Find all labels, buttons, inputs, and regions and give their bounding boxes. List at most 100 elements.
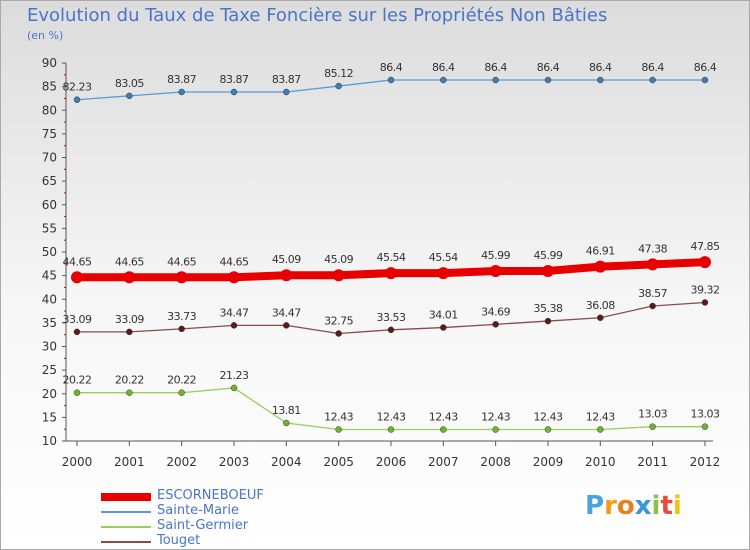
data-label-escorneboeuf: 45.09 (324, 253, 353, 266)
data-label-saint-germier: 21.23 (219, 369, 248, 382)
y-tick-label: 15 (42, 410, 57, 424)
data-label-escorneboeuf: 44.65 (167, 255, 196, 268)
y-tick-label: 10 (42, 434, 57, 448)
data-point-sainte-marie (126, 92, 133, 100)
logo-letter: i (651, 491, 661, 521)
y-tick-label: 55 (42, 221, 57, 235)
data-label-sainte-marie: 86.4 (694, 61, 717, 74)
data-label-saint-germier: 12.43 (429, 411, 458, 424)
data-point-saint-germier (701, 423, 709, 430)
data-point-sainte-marie (178, 88, 185, 96)
data-point-sainte-marie (492, 76, 499, 84)
y-tick-label: 85 (42, 80, 57, 94)
data-label-touget: 33.09 (115, 313, 144, 326)
legend-label: ESCORNEBOEUF (157, 488, 264, 503)
x-tick-label: 2006 (376, 455, 407, 469)
legend-swatch-sainte-marie (101, 511, 151, 513)
data-label-escorneboeuf: 45.99 (533, 249, 562, 262)
data-label-saint-germier: 12.43 (533, 411, 562, 424)
data-point-touget (230, 322, 238, 329)
data-point-escorneboeuf (437, 267, 450, 280)
logo-letter: x (634, 491, 652, 521)
y-tick-label: 70 (42, 151, 57, 165)
data-point-touget (597, 314, 604, 322)
data-label-touget: 33.73 (167, 310, 196, 323)
legend-item-saint-germier[interactable]: Saint-Germier (101, 518, 361, 534)
data-point-saint-germier (544, 426, 552, 433)
data-label-touget: 34.69 (481, 305, 510, 318)
x-tick-label: 2004 (271, 455, 302, 469)
y-tick-label: 60 (42, 198, 57, 212)
data-point-touget (126, 328, 133, 336)
data-label-saint-germier: 12.43 (481, 411, 510, 424)
legend-item-touget[interactable]: Touget (101, 533, 361, 549)
data-point-saint-germier (178, 389, 185, 396)
data-label-escorneboeuf: 47.38 (638, 242, 667, 255)
x-tick-label: 2005 (323, 455, 354, 469)
legend-label: Touget (157, 533, 201, 548)
data-point-escorneboeuf (594, 260, 607, 273)
data-label-escorneboeuf: 46.91 (586, 245, 615, 258)
y-tick-label: 75 (42, 127, 57, 141)
legend-item-escorneboeuf[interactable]: ESCORNEBOEUF (101, 488, 361, 504)
x-tick-label: 2009 (533, 455, 564, 469)
data-point-touget (178, 325, 185, 333)
data-point-sainte-marie (440, 76, 447, 84)
data-point-sainte-marie (335, 82, 342, 90)
data-point-escorneboeuf (332, 269, 345, 282)
logo-letter: P (585, 491, 605, 521)
data-point-touget (701, 299, 709, 306)
data-point-sainte-marie (387, 76, 395, 84)
y-tick-label: 35 (42, 316, 57, 330)
y-tick-label: 20 (42, 387, 57, 401)
data-point-sainte-marie (283, 88, 290, 96)
data-point-sainte-marie (597, 76, 604, 84)
y-tick-label: 90 (42, 56, 57, 70)
data-point-escorneboeuf (646, 258, 659, 271)
data-point-touget (387, 326, 395, 334)
y-tick-label: 25 (42, 363, 57, 377)
data-point-escorneboeuf (489, 264, 502, 277)
data-point-escorneboeuf (541, 264, 554, 277)
data-label-sainte-marie: 82.23 (63, 81, 92, 94)
data-point-sainte-marie (230, 88, 238, 96)
logo-letter: t (660, 491, 673, 521)
data-point-sainte-marie (649, 76, 656, 84)
data-label-touget: 33.53 (376, 311, 405, 324)
y-tick-label: 45 (42, 269, 57, 283)
x-tick-label: 2008 (480, 455, 511, 469)
data-label-saint-germier: 12.43 (324, 411, 353, 424)
data-label-escorneboeuf: 45.54 (429, 251, 458, 264)
data-label-escorneboeuf: 44.65 (63, 255, 92, 268)
data-label-escorneboeuf: 45.09 (272, 253, 301, 266)
data-point-saint-germier (335, 426, 342, 433)
data-point-escorneboeuf (71, 271, 83, 284)
legend-item-sainte-marie[interactable]: Sainte-Marie (101, 503, 361, 519)
data-label-sainte-marie: 86.4 (380, 61, 403, 74)
x-tick-label: 2002 (166, 455, 197, 469)
x-tick-label: 2010 (585, 455, 616, 469)
data-point-escorneboeuf (384, 267, 397, 280)
data-point-escorneboeuf (227, 271, 240, 284)
data-label-sainte-marie: 86.4 (537, 61, 560, 74)
data-label-touget: 35.38 (533, 302, 562, 315)
data-point-saint-germier (597, 426, 604, 433)
data-point-saint-germier (126, 389, 133, 396)
y-tick-label: 40 (42, 292, 57, 306)
legend-label: Sainte-Marie (157, 503, 239, 518)
logo-letter: o (616, 491, 635, 521)
x-tick-label: 2007 (428, 455, 459, 469)
data-point-touget (492, 321, 499, 328)
data-label-touget: 39.32 (690, 283, 719, 296)
data-point-saint-germier (230, 384, 238, 392)
data-label-saint-germier: 20.22 (167, 374, 196, 387)
data-point-sainte-marie (701, 76, 709, 84)
data-label-escorneboeuf: 44.65 (219, 255, 248, 268)
data-label-sainte-marie: 83.05 (115, 77, 144, 90)
data-point-touget (440, 324, 447, 331)
data-point-touget (649, 302, 656, 310)
data-label-touget: 34.47 (219, 306, 248, 319)
data-label-sainte-marie: 86.4 (484, 61, 507, 74)
